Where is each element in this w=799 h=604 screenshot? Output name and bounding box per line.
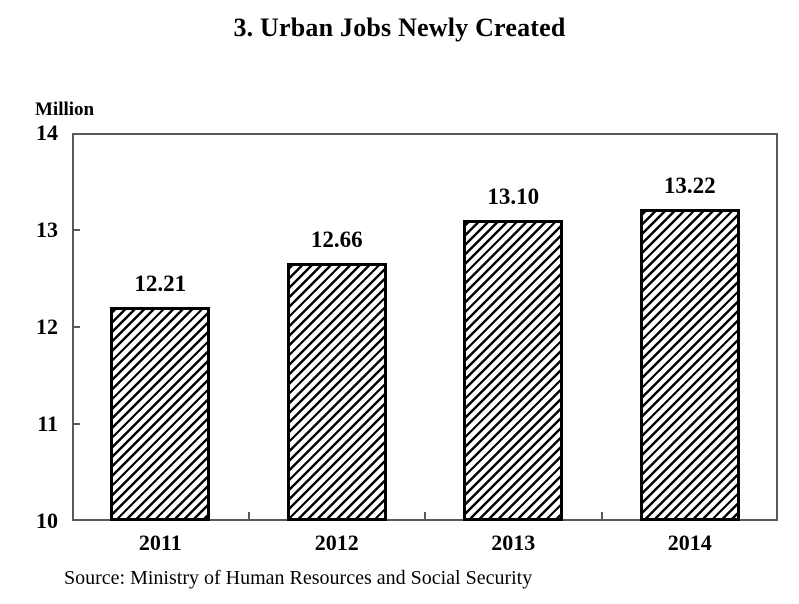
x-tick-label-2014: 2014	[667, 530, 712, 555]
y-tick-mark-13	[72, 229, 80, 231]
chart-title: 3. Urban Jobs Newly Created	[233, 13, 566, 42]
y-axis-unit-label: Million	[35, 99, 95, 120]
y-tick-label-10: 10	[36, 508, 58, 533]
bar-value-2011: 12.21	[134, 270, 187, 296]
bar-value-2014: 13.22	[663, 172, 716, 198]
x-tick-label-2013: 2013	[491, 530, 536, 555]
bar-2014	[639, 208, 740, 521]
bar-2012	[286, 262, 387, 521]
x-tick-mark-3	[600, 512, 603, 519]
x-tick-mark-2	[424, 512, 426, 519]
x-tick-label-2012: 2012	[314, 530, 359, 555]
y-tick-label-14: 14	[36, 120, 58, 145]
y-tick-label-11: 11	[37, 411, 58, 436]
x-tick-mark-1	[247, 512, 250, 519]
source-note: Source: Ministry of Human Resources and …	[64, 567, 533, 589]
bar-value-2013: 13.10	[487, 184, 540, 210]
x-tick-label-2011: 2011	[138, 530, 182, 555]
bar-value-2012: 12.66	[310, 226, 363, 252]
bar-2011	[110, 306, 211, 521]
y-tick-label-12: 12	[36, 314, 58, 339]
y-tick-mark-11	[72, 423, 80, 425]
bar-2013	[463, 220, 564, 521]
y-tick-label-13: 13	[36, 217, 58, 242]
y-tick-mark-12	[72, 326, 80, 328]
